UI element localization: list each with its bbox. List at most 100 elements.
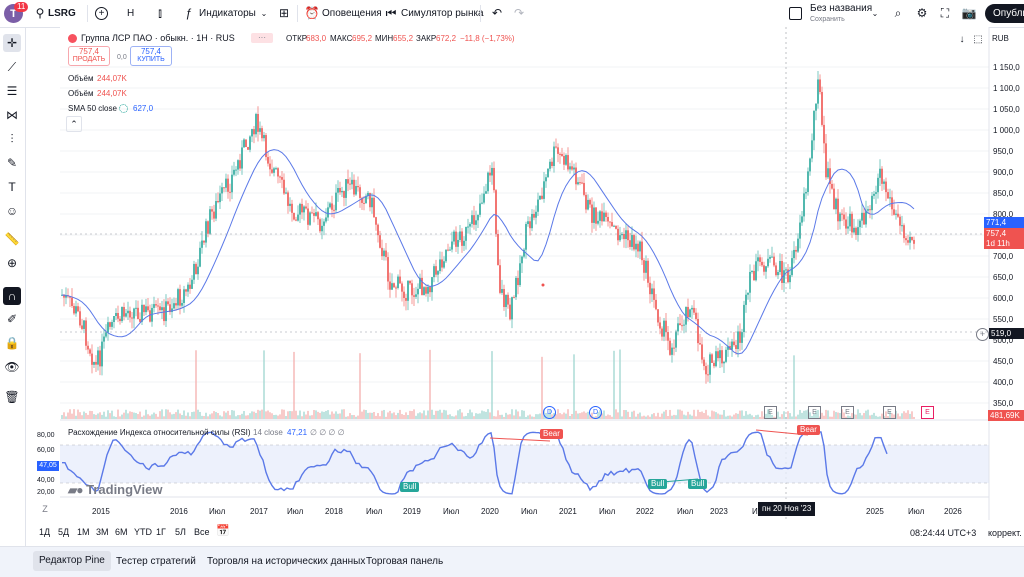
brush-icon[interactable]: ✎ [6, 156, 18, 170]
tab-pine-editor[interactable]: Редактор Pine [33, 551, 111, 571]
chart-title[interactable]: Группа ЛСР ПАО · обыкн. · 1Н · RUS [81, 33, 235, 43]
adjust-toggle[interactable]: коррект. [988, 528, 1022, 538]
crosshair-icon[interactable]: ✛ [3, 34, 21, 52]
volume-bar [695, 416, 697, 419]
clock[interactable]: 08:24:44 UTC+3 [910, 528, 977, 538]
lock-drawing-icon[interactable]: ✐ [6, 312, 18, 326]
volume-bar [639, 412, 641, 419]
range-button[interactable]: 1М [77, 527, 90, 537]
volume-bar [769, 412, 771, 419]
goto-date-icon[interactable]: 📅 [216, 524, 230, 537]
range-button[interactable]: 5Л [175, 527, 186, 537]
volume-bar [899, 416, 901, 419]
volume-bar [271, 413, 273, 419]
earnings-marker[interactable]: E [841, 406, 854, 419]
alarm-clock-icon[interactable]: ⏰ [304, 6, 320, 20]
tab-trading-panel[interactable]: Торговая панель [366, 556, 444, 567]
volume-bar [225, 412, 227, 419]
candle [165, 301, 167, 322]
chevron-down-icon[interactable]: ⌄ [871, 8, 879, 18]
pattern-icon[interactable]: ⋈ [6, 108, 18, 122]
add-alert-plus-icon[interactable]: + [976, 328, 989, 341]
symbol-search[interactable]: LSRG [48, 8, 76, 19]
maximize-pane-icon[interactable]: ⬚ [973, 33, 983, 45]
range-button[interactable]: 6М [115, 527, 128, 537]
volume-bar [227, 410, 229, 419]
candle [507, 294, 509, 305]
volume-bar [85, 413, 87, 419]
sma-legend-label[interactable]: SMA 50 close [68, 104, 117, 113]
volume-bar [821, 412, 823, 419]
search-icon[interactable]: ⚲ [35, 6, 45, 20]
sma-price-badge: 771,4 [984, 217, 1024, 228]
compare-plus-icon[interactable]: + [95, 7, 108, 20]
rsi-legend-title[interactable]: Расхождение Индекса относительной силы (… [68, 428, 251, 437]
lock-icon[interactable]: 🔒 [4, 336, 20, 350]
camera-icon[interactable]: 📷 [961, 6, 977, 20]
candle [791, 258, 793, 276]
sell-button[interactable]: 757,4 ПРОДАТЬ [68, 46, 110, 66]
indicators-icon[interactable]: ƒ [185, 6, 193, 20]
range-button[interactable]: Все [194, 527, 210, 537]
earnings-marker[interactable]: E [921, 406, 934, 419]
buy-button[interactable]: 757,4 КУПИТЬ [130, 46, 172, 66]
candle [867, 209, 869, 211]
undo-icon[interactable]: ↶ [491, 6, 503, 20]
chart-arrow-down-icon[interactable]: ↓ [959, 33, 965, 45]
indicators-button[interactable]: Индикаторы [199, 8, 256, 19]
redo-icon[interactable]: ↷ [513, 6, 525, 20]
range-button[interactable]: 5Д [58, 527, 70, 537]
price-chart[interactable] [0, 27, 1024, 547]
range-button[interactable]: YTD [134, 527, 152, 537]
replay-button[interactable]: Симулятор рынка [401, 8, 484, 19]
quick-search-icon[interactable]: ⌕ [894, 5, 902, 20]
collapse-legend-icon[interactable]: ⌃ [66, 116, 82, 132]
volume-bar [795, 416, 797, 419]
emoji-icon[interactable]: ☺ [5, 204, 19, 218]
volume-bar [439, 409, 441, 419]
range-button[interactable]: 3М [96, 527, 109, 537]
text-icon[interactable]: T [8, 180, 16, 194]
tab-replay-trading[interactable]: Торговля на исторических данных [207, 556, 366, 567]
range-button[interactable]: 1Д [39, 527, 51, 537]
magnet-icon[interactable]: ∩ [3, 287, 21, 305]
dividend-marker[interactable]: D [543, 406, 556, 419]
candle [451, 241, 453, 250]
candle [91, 353, 93, 365]
publish-button[interactable]: Опублик [985, 4, 1024, 23]
bar-style-icon[interactable]: ⫾ [158, 5, 162, 20]
notification-badge: 11 [14, 2, 29, 12]
forecast-icon[interactable]: ⫶ [10, 131, 14, 146]
eye-icon[interactable]: 👁 [4, 360, 20, 374]
trend-line-icon[interactable]: ⟋ [7, 59, 17, 74]
chevron-down-icon[interactable]: ⌄ [260, 8, 268, 18]
volume-legend-label[interactable]: Объём [68, 74, 94, 83]
currency-label[interactable]: RUB [992, 34, 1009, 43]
earnings-marker[interactable]: E [883, 406, 896, 419]
interval-button[interactable]: H [127, 8, 135, 19]
earnings-marker[interactable]: E [764, 406, 777, 419]
tab-strategy-tester[interactable]: Тестер стратегий [116, 556, 196, 567]
volume-legend-label[interactable]: Объём [68, 89, 94, 98]
fib-retracement-icon[interactable]: ☰ [6, 84, 18, 98]
volume-bar [723, 410, 725, 419]
replay-icon[interactable]: ⏮ [385, 5, 397, 20]
volume-bar [297, 415, 299, 419]
range-button[interactable]: 1Г [156, 527, 166, 537]
ruler-icon[interactable]: 📏 [4, 232, 20, 246]
candle [327, 207, 329, 218]
templates-grid-icon[interactable]: ⊞ [278, 6, 290, 20]
fullscreen-icon[interactable]: ⛶ [940, 5, 950, 20]
time-axis-settings-icon[interactable]: Z [42, 504, 48, 514]
volume-bar [91, 411, 93, 419]
zoom-in-icon[interactable]: ⊕ [6, 256, 18, 270]
trash-icon[interactable]: 🗑 [4, 390, 20, 404]
dividend-marker[interactable]: D [589, 406, 602, 419]
legend-menu-icon[interactable]: ··· [251, 33, 273, 43]
layout-name[interactable]: Без названия [810, 3, 873, 14]
candle [559, 153, 561, 155]
earnings-marker[interactable]: E [808, 406, 821, 419]
layout-checkbox-icon[interactable] [789, 7, 802, 20]
alerts-button[interactable]: Оповещения [322, 8, 382, 19]
settings-gear-icon[interactable]: ⚙ [916, 6, 928, 20]
